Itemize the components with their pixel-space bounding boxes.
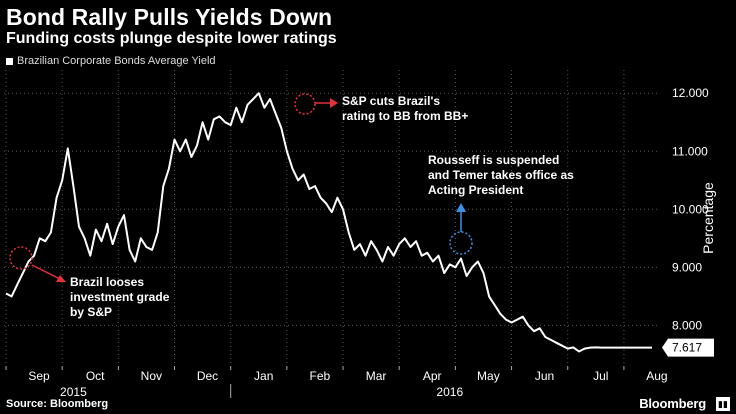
brand-logo: Bloomberg	[639, 396, 706, 411]
series-line-brazil-yield	[5, 92, 652, 353]
x-tick-label: Mar	[366, 369, 387, 383]
y-tick-label: 12.000	[672, 86, 709, 100]
y-tick-label: 9.000	[672, 260, 702, 274]
last-value-box	[662, 338, 714, 357]
annotation-text-rousseff: Rousseff is suspended	[428, 153, 559, 167]
x-axis: Sep Oct Nov Dec Jan Feb Mar Apr May Jun Jul Aug 2015…	[5, 366, 668, 399]
grid-lines	[4, 70, 660, 366]
annotation-circle-rousseff	[449, 231, 473, 255]
annotation-circle-downgrade	[9, 246, 33, 270]
x-tick-label: Jul	[593, 369, 608, 383]
last-value-label: 7.617	[672, 341, 702, 355]
chart-subtitle: Funding costs plunge despite lower ratin…	[6, 30, 337, 47]
y-axis: 8.000 9.000 10.000 11.000 12.000 Percentage 7.…	[662, 86, 716, 357]
legend: Brazilian Corporate Bonds Average Yield	[6, 55, 216, 67]
legend-label: Brazilian Corporate Bonds Average Yield	[17, 55, 216, 67]
annotation-text-sp-cut: rating to BB from BB+	[342, 109, 468, 123]
annotation-text-downgrade: by S&P	[70, 305, 112, 319]
source-note: Source: Bloomberg	[6, 398, 109, 410]
year-label-2015: 2015	[60, 385, 87, 399]
arrowhead	[330, 98, 338, 108]
x-tick-label: Sep	[28, 369, 50, 383]
bloomberg-terminal-icon: ▮▮	[716, 397, 730, 411]
y-tick-label: 10.000	[672, 202, 709, 216]
x-tick-label: Dec	[197, 369, 218, 383]
x-tick-label: Feb	[310, 369, 331, 383]
legend-swatch	[6, 57, 13, 65]
arrowhead	[456, 203, 466, 212]
annotation-text-downgrade: Brazil looses	[70, 275, 144, 289]
x-tick-label: Jun	[535, 369, 554, 383]
x-tick-label: May	[477, 369, 500, 383]
annotation-text-rousseff: and Temer takes office as	[428, 168, 574, 182]
annotation-circle-sp-cut	[294, 93, 316, 115]
x-tick-label: Apr	[423, 369, 442, 383]
annotation-arrow-downgrade	[31, 264, 61, 280]
y-tick-label: 11.000	[672, 144, 708, 158]
year-label-2016: 2016	[436, 385, 463, 399]
x-tick-label: Jan	[254, 369, 273, 383]
annotation-text-sp-cut: S&P cuts Brazil's	[342, 94, 440, 108]
x-tick-label: Nov	[141, 369, 162, 383]
x-tick-label: Aug	[646, 369, 667, 383]
annotation-text-downgrade: investment grade	[70, 290, 170, 304]
annotation-text-rousseff: Acting President	[428, 183, 523, 197]
chart-title: Bond Rally Pulls Yields Down	[6, 4, 333, 30]
y-tick-label: 8.000	[672, 318, 702, 332]
y-axis-label: Percentage	[700, 182, 716, 254]
arrowhead	[56, 275, 66, 282]
x-tick-label: Oct	[86, 369, 105, 383]
